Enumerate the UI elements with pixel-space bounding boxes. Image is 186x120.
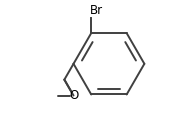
Text: O: O: [69, 89, 78, 102]
Text: Br: Br: [90, 4, 103, 17]
